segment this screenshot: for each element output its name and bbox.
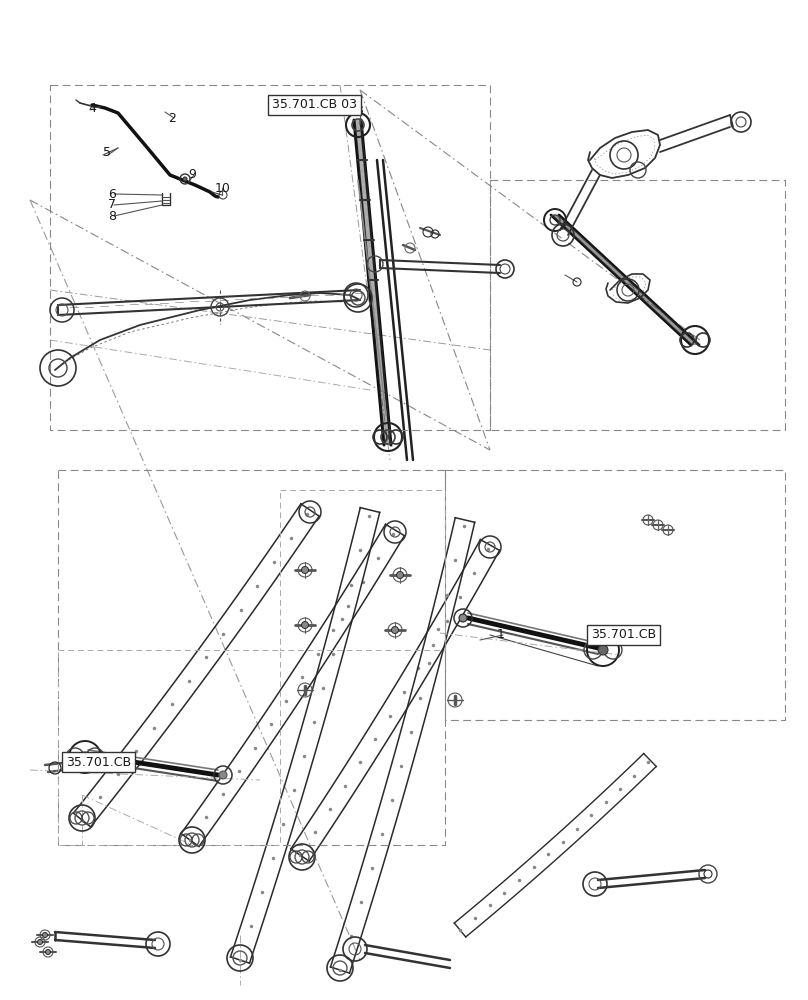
Text: 2: 2 (168, 111, 176, 124)
Text: 8: 8 (108, 210, 116, 223)
Text: 10: 10 (215, 182, 231, 194)
Text: 1: 1 (497, 629, 505, 642)
Circle shape (183, 177, 187, 181)
Circle shape (43, 932, 48, 938)
Circle shape (37, 940, 43, 944)
Text: 4: 4 (88, 102, 96, 114)
Circle shape (301, 566, 309, 574)
Text: 6: 6 (108, 188, 116, 200)
Text: 5: 5 (103, 145, 111, 158)
Circle shape (45, 950, 50, 954)
Text: 9: 9 (188, 168, 196, 182)
Text: 1: 1 (117, 756, 125, 768)
Circle shape (80, 752, 90, 762)
Text: 35.701.CB: 35.701.CB (591, 629, 656, 642)
Circle shape (397, 572, 403, 578)
Circle shape (219, 771, 227, 779)
Circle shape (459, 614, 467, 622)
Circle shape (301, 621, 309, 629)
Text: 35.701.CB 03: 35.701.CB 03 (272, 99, 357, 111)
Circle shape (392, 626, 398, 634)
Text: 35.701.CB: 35.701.CB (66, 756, 131, 768)
Circle shape (598, 645, 608, 655)
Text: 7: 7 (108, 198, 116, 212)
Text: 3: 3 (355, 104, 363, 116)
